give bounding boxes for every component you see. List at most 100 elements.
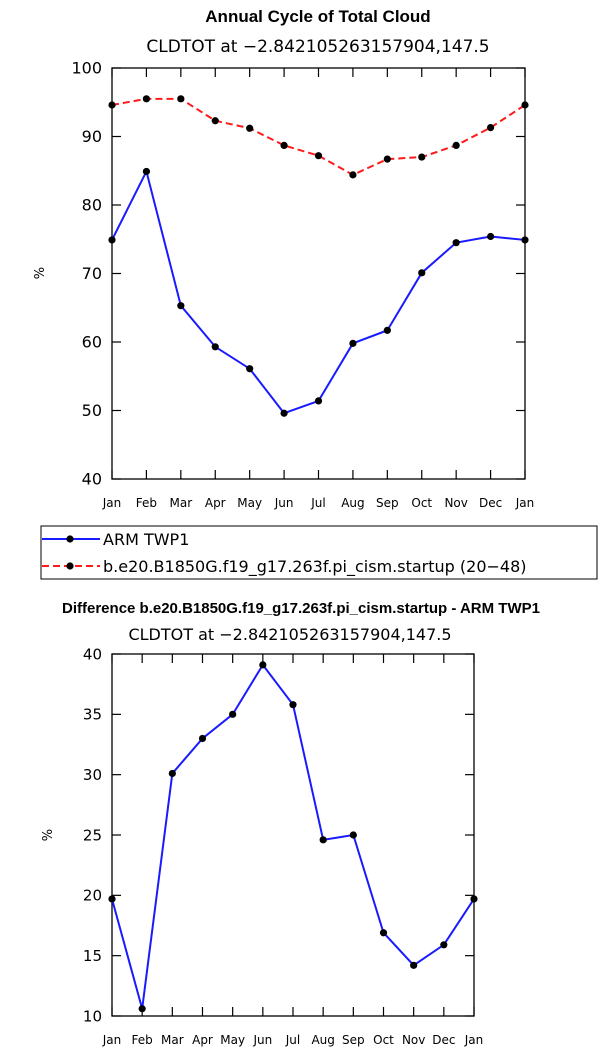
chart-top-series-1-point	[280, 409, 288, 417]
chart-bottom-x-tick-label: Feb	[132, 1033, 153, 1047]
chart-top-series-1-point	[246, 365, 254, 373]
legend-marker-2	[66, 562, 74, 570]
chart-top-y-tick-label: 80	[82, 196, 102, 215]
chart-top-y-tick-label: 70	[82, 264, 102, 283]
chart-top-series-1-point	[383, 326, 391, 334]
chart-top-x-tick-label: Sep	[376, 496, 399, 510]
chart-top-y-ticks: 40 50 60 70 80 90 100	[71, 59, 525, 489]
chart-top-series	[108, 95, 529, 417]
chart-top-series-2-point	[452, 141, 460, 150]
chart-bottom-x-tick-label: Apr	[192, 1033, 213, 1047]
chart-top-series-2-point	[383, 155, 391, 163]
chart-top-subtitle: CLDTOT at −2.842105263157904,147.5	[146, 37, 489, 57]
chart-top-x-tick-label: Apr	[205, 496, 226, 510]
chart-top-series-2-point	[177, 95, 185, 103]
chart-top-series-2-point	[314, 152, 323, 160]
chart-bottom-y-tick-label: 25	[83, 826, 102, 844]
chart-bottom-series-1-point	[410, 961, 418, 969]
chart-bottom-x-tick-label: May	[220, 1033, 245, 1047]
chart-bottom-series-1-point	[198, 734, 207, 743]
chart-top-series-1-point	[211, 343, 219, 351]
chart-bottom-series-1-point	[470, 895, 478, 903]
chart-bottom-x-tick-label: Sep	[342, 1033, 365, 1047]
chart-top-series-2-point	[246, 124, 254, 132]
chart-top-x-tick-label: Jul	[310, 496, 325, 510]
chart-bottom-series-1-point	[319, 836, 327, 844]
chart-top-x-tick-label: Jun	[274, 496, 294, 510]
chart-bottom-x-tick-label: Jan	[464, 1033, 484, 1047]
chart-top-x-tick-label: Jan	[515, 496, 535, 510]
chart-bottom-series-1-point	[349, 831, 357, 839]
chart-top-series-1-line	[111, 168, 526, 415]
chart-bottom-y-tick-label: 10	[83, 1007, 102, 1025]
chart-top-series-2-line	[111, 97, 526, 176]
chart-bottom-series-1-point	[440, 941, 448, 949]
legend-marker-1	[66, 535, 74, 543]
chart-bottom-series-1-line	[111, 663, 475, 1010]
chart-top-title: Annual Cycle of Total Cloud	[205, 7, 430, 26]
chart-top-series-1-point	[521, 236, 529, 244]
chart-top-y-tick-label: 40	[82, 470, 102, 489]
chart-top-x-tick-label: Aug	[341, 496, 364, 510]
chart-bottom-x-tick-label: Oct	[373, 1033, 394, 1047]
legend-box	[40, 525, 598, 580]
chart-top-series-2-point	[211, 117, 219, 125]
chart-top: Annual Cycle of Total Cloud CLDTOT at −2…	[33, 7, 534, 510]
chart-bottom-subtitle: CLDTOT at −2.842105263157904,147.5	[128, 625, 451, 644]
chart-top-series-2-point	[418, 153, 426, 161]
chart-top-y-tick-label: 90	[82, 127, 102, 146]
chart-top-x-tick-label: Jan	[102, 496, 122, 510]
chart-bottom-series-1-point	[108, 895, 116, 903]
chart-top-series-1-point	[349, 339, 357, 347]
chart-bottom: Difference b.e20.B1850G.f19_g17.263f.pi_…	[41, 600, 540, 1047]
chart-top-x-tick-label: May	[237, 496, 262, 510]
chart-top-plot-frame	[111, 67, 526, 480]
chart-bottom-x-tick-label: Nov	[402, 1033, 425, 1047]
chart-top-series-1-point	[314, 397, 323, 405]
chart-bottom-x-tick-label: Jan	[102, 1033, 122, 1047]
chart-top-x-tick-label: Feb	[136, 496, 157, 510]
chart-top-series-1-point	[486, 232, 495, 241]
chart-top-series-2-point	[280, 141, 288, 150]
chart-bottom-y-ticks: 10 15 20 25 30 35 40	[83, 645, 474, 1025]
chart-top-series-1-point	[452, 239, 460, 247]
chart-bottom-series-1-point	[289, 701, 297, 709]
chart-bottom-x-tick-label: Mar	[161, 1033, 184, 1047]
chart-top-x-tick-label: Nov	[444, 496, 467, 510]
chart-bottom-y-tick-label: 35	[83, 706, 102, 724]
chart-top-legend: ARM TWP1 b.e20.B1850G.f19_g17.263f.pi_cis…	[40, 525, 598, 580]
chart-bottom-x-tick-label: Jul	[285, 1033, 300, 1047]
chart-bottom-series-1-point	[379, 929, 388, 937]
chart-bottom-y-axis-label: %	[41, 829, 56, 841]
chart-top-series-1-point	[108, 236, 116, 244]
chart-bottom-series	[108, 661, 478, 1013]
legend-label-1: ARM TWP1	[103, 530, 189, 549]
chart-bottom-y-tick-label: 15	[83, 947, 102, 965]
chart-bottom-title: Difference b.e20.B1850G.f19_g17.263f.pi_…	[62, 600, 540, 617]
legend-label-2: b.e20.B1850G.f19_g17.263f.pi_cism.startu…	[103, 557, 527, 577]
chart-bottom-series-1-point	[229, 710, 237, 718]
chart-top-series-2-point	[349, 171, 357, 179]
chart-bottom-x-tick-label: Jun	[252, 1033, 272, 1047]
chart-bottom-y-tick-label: 40	[83, 645, 102, 663]
chart-bottom-y-tick-label: 20	[83, 887, 102, 905]
chart-bottom-series-1-point	[259, 661, 267, 669]
chart-bottom-y-tick-label: 30	[83, 766, 102, 784]
chart-bottom-series-1-point	[168, 769, 176, 778]
chart-top-series-2-point	[521, 101, 529, 109]
chart-bottom-x-ticks: Jan Feb Mar Apr May Jun Jul Aug Sep Oct Nov Dec Jan	[102, 654, 484, 1047]
chart-top-series-1-point	[177, 302, 185, 310]
chart-top-series-1-point	[142, 167, 151, 176]
chart-bottom-x-tick-label: Aug	[311, 1033, 334, 1047]
chart-top-x-tick-label: Mar	[170, 496, 193, 510]
chart-bottom-series-1-point	[138, 1005, 146, 1013]
chart-top-series-2-point	[142, 95, 151, 103]
chart-top-y-tick-label: 60	[82, 333, 102, 352]
chart-top-y-tick-label: 100	[71, 59, 102, 78]
chart-top-y-axis-label: %	[33, 267, 48, 279]
chart-top-x-tick-label: Dec	[479, 496, 502, 510]
chart-top-series-2-point	[108, 101, 116, 109]
chart-top-y-tick-label: 50	[82, 401, 102, 420]
chart-top-x-ticks: Jan Feb Mar Apr May Jun Jul Aug Sep Oct Nov Dec Jan	[102, 68, 535, 510]
